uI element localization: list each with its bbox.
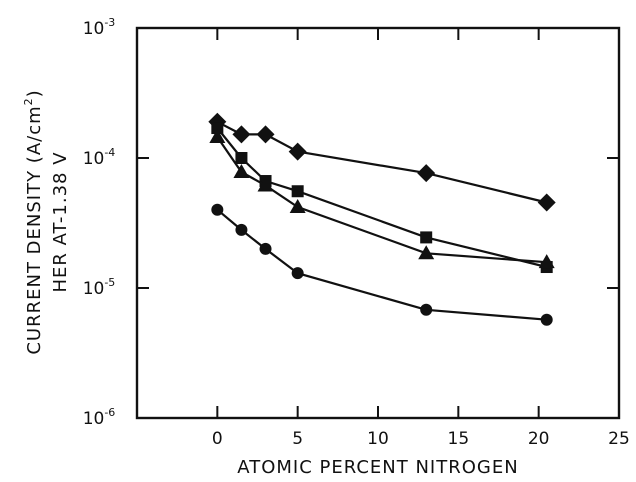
- series-diamond: [208, 112, 556, 212]
- series-line: [216, 136, 547, 264]
- x-tick-label: 25: [608, 429, 630, 449]
- data-point: [232, 125, 251, 144]
- data-point: [235, 152, 248, 164]
- y-axis-title-sup: 2: [22, 97, 35, 105]
- data-point: [540, 313, 553, 326]
- data-point: [417, 164, 436, 183]
- y-tick-label: 10-5: [83, 276, 116, 299]
- data-point: [288, 142, 307, 161]
- data-point: [418, 245, 435, 260]
- series-square: [211, 122, 553, 274]
- data-point: [256, 125, 275, 144]
- data-point: [209, 129, 226, 144]
- data-point: [538, 254, 555, 269]
- series-layer: [208, 112, 556, 326]
- data-point: [420, 231, 433, 244]
- data-point: [211, 203, 224, 216]
- series-circle: [211, 203, 553, 326]
- x-tick-label: 15: [448, 429, 470, 449]
- data-point: [420, 303, 433, 316]
- y-axis-title-close: ): [24, 89, 45, 97]
- data-point: [208, 112, 227, 131]
- x-tick-label: 10: [367, 429, 389, 449]
- data-point: [259, 242, 272, 255]
- data-point: [291, 267, 304, 280]
- y-tick-label: 10-6: [83, 406, 116, 429]
- data-point: [211, 122, 224, 135]
- y-axis-title: CURRENT DENSITY (A/cm2): [22, 89, 45, 354]
- y-tick-label: 10-3: [83, 16, 116, 39]
- plot-frame: [135, 26, 621, 420]
- data-point: [291, 185, 304, 198]
- y-axis-title-line2: HER AT-1.38 V: [50, 151, 71, 292]
- x-axis-title: ATOMIC PERCENT NITROGEN: [237, 457, 518, 478]
- data-point: [233, 164, 250, 179]
- data-point: [537, 193, 556, 212]
- data-point: [289, 198, 306, 213]
- x-tick-label: 5: [292, 429, 303, 449]
- series-line: [216, 208, 547, 321]
- x-tick-label: 20: [528, 429, 550, 449]
- x-tick-label: 0: [212, 429, 223, 449]
- y-tick-label: 10-4: [83, 146, 116, 169]
- data-point: [257, 177, 274, 192]
- data-point: [235, 223, 248, 236]
- axis-ticks: 0 5 10 15 20 25 10-3 10-4 10-5 10-6: [83, 16, 630, 449]
- y-axis-title-line1: CURRENT DENSITY (A/cm: [24, 105, 45, 354]
- y-axis-subtitle: HER AT-1.38 V: [50, 151, 71, 292]
- series-triangle: [209, 129, 555, 269]
- svg-text:CURRENT DENSITY (A/cm2): CURRENT DENSITY (A/cm2): [22, 89, 45, 354]
